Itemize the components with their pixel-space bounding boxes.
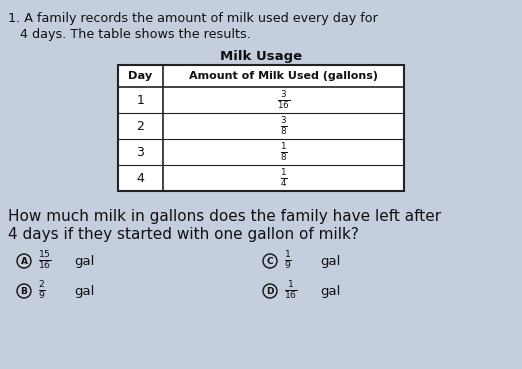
Text: $\frac{1}{9}$: $\frac{1}{9}$: [284, 250, 292, 272]
Text: 1. A family records the amount of milk used every day for: 1. A family records the amount of milk u…: [8, 12, 378, 25]
Text: 3: 3: [137, 145, 145, 159]
Text: 4 days if they started with one gallon of milk?: 4 days if they started with one gallon o…: [8, 227, 359, 242]
Text: C: C: [267, 256, 274, 266]
Text: 4 days. The table shows the results.: 4 days. The table shows the results.: [8, 28, 251, 41]
Text: 2: 2: [137, 120, 145, 132]
Text: Day: Day: [128, 71, 152, 81]
Text: Amount of Milk Used (gallons): Amount of Milk Used (gallons): [189, 71, 378, 81]
Text: Milk Usage: Milk Usage: [220, 50, 302, 63]
Text: 4: 4: [137, 172, 145, 184]
Text: $\frac{1}{16}$: $\frac{1}{16}$: [284, 280, 298, 302]
Text: How much milk in gallons does the family have left after: How much milk in gallons does the family…: [8, 209, 441, 224]
Text: gal: gal: [320, 255, 340, 268]
Text: gal: gal: [74, 284, 94, 297]
Bar: [118, 65, 404, 191]
Text: $\frac{3}{8}$: $\frac{3}{8}$: [280, 115, 287, 137]
Text: A: A: [20, 256, 28, 266]
Text: D: D: [266, 286, 274, 296]
Text: gal: gal: [74, 255, 94, 268]
Text: $\frac{15}{16}$: $\frac{15}{16}$: [38, 250, 52, 272]
Text: B: B: [20, 286, 28, 296]
Text: $\frac{1}{4}$: $\frac{1}{4}$: [280, 167, 287, 189]
Text: $\frac{1}{8}$: $\frac{1}{8}$: [280, 141, 287, 163]
Text: gal: gal: [320, 284, 340, 297]
Text: $\frac{2}{9}$: $\frac{2}{9}$: [38, 280, 46, 302]
Text: 1: 1: [137, 93, 145, 107]
Text: $\frac{3}{16}$: $\frac{3}{16}$: [277, 89, 290, 111]
